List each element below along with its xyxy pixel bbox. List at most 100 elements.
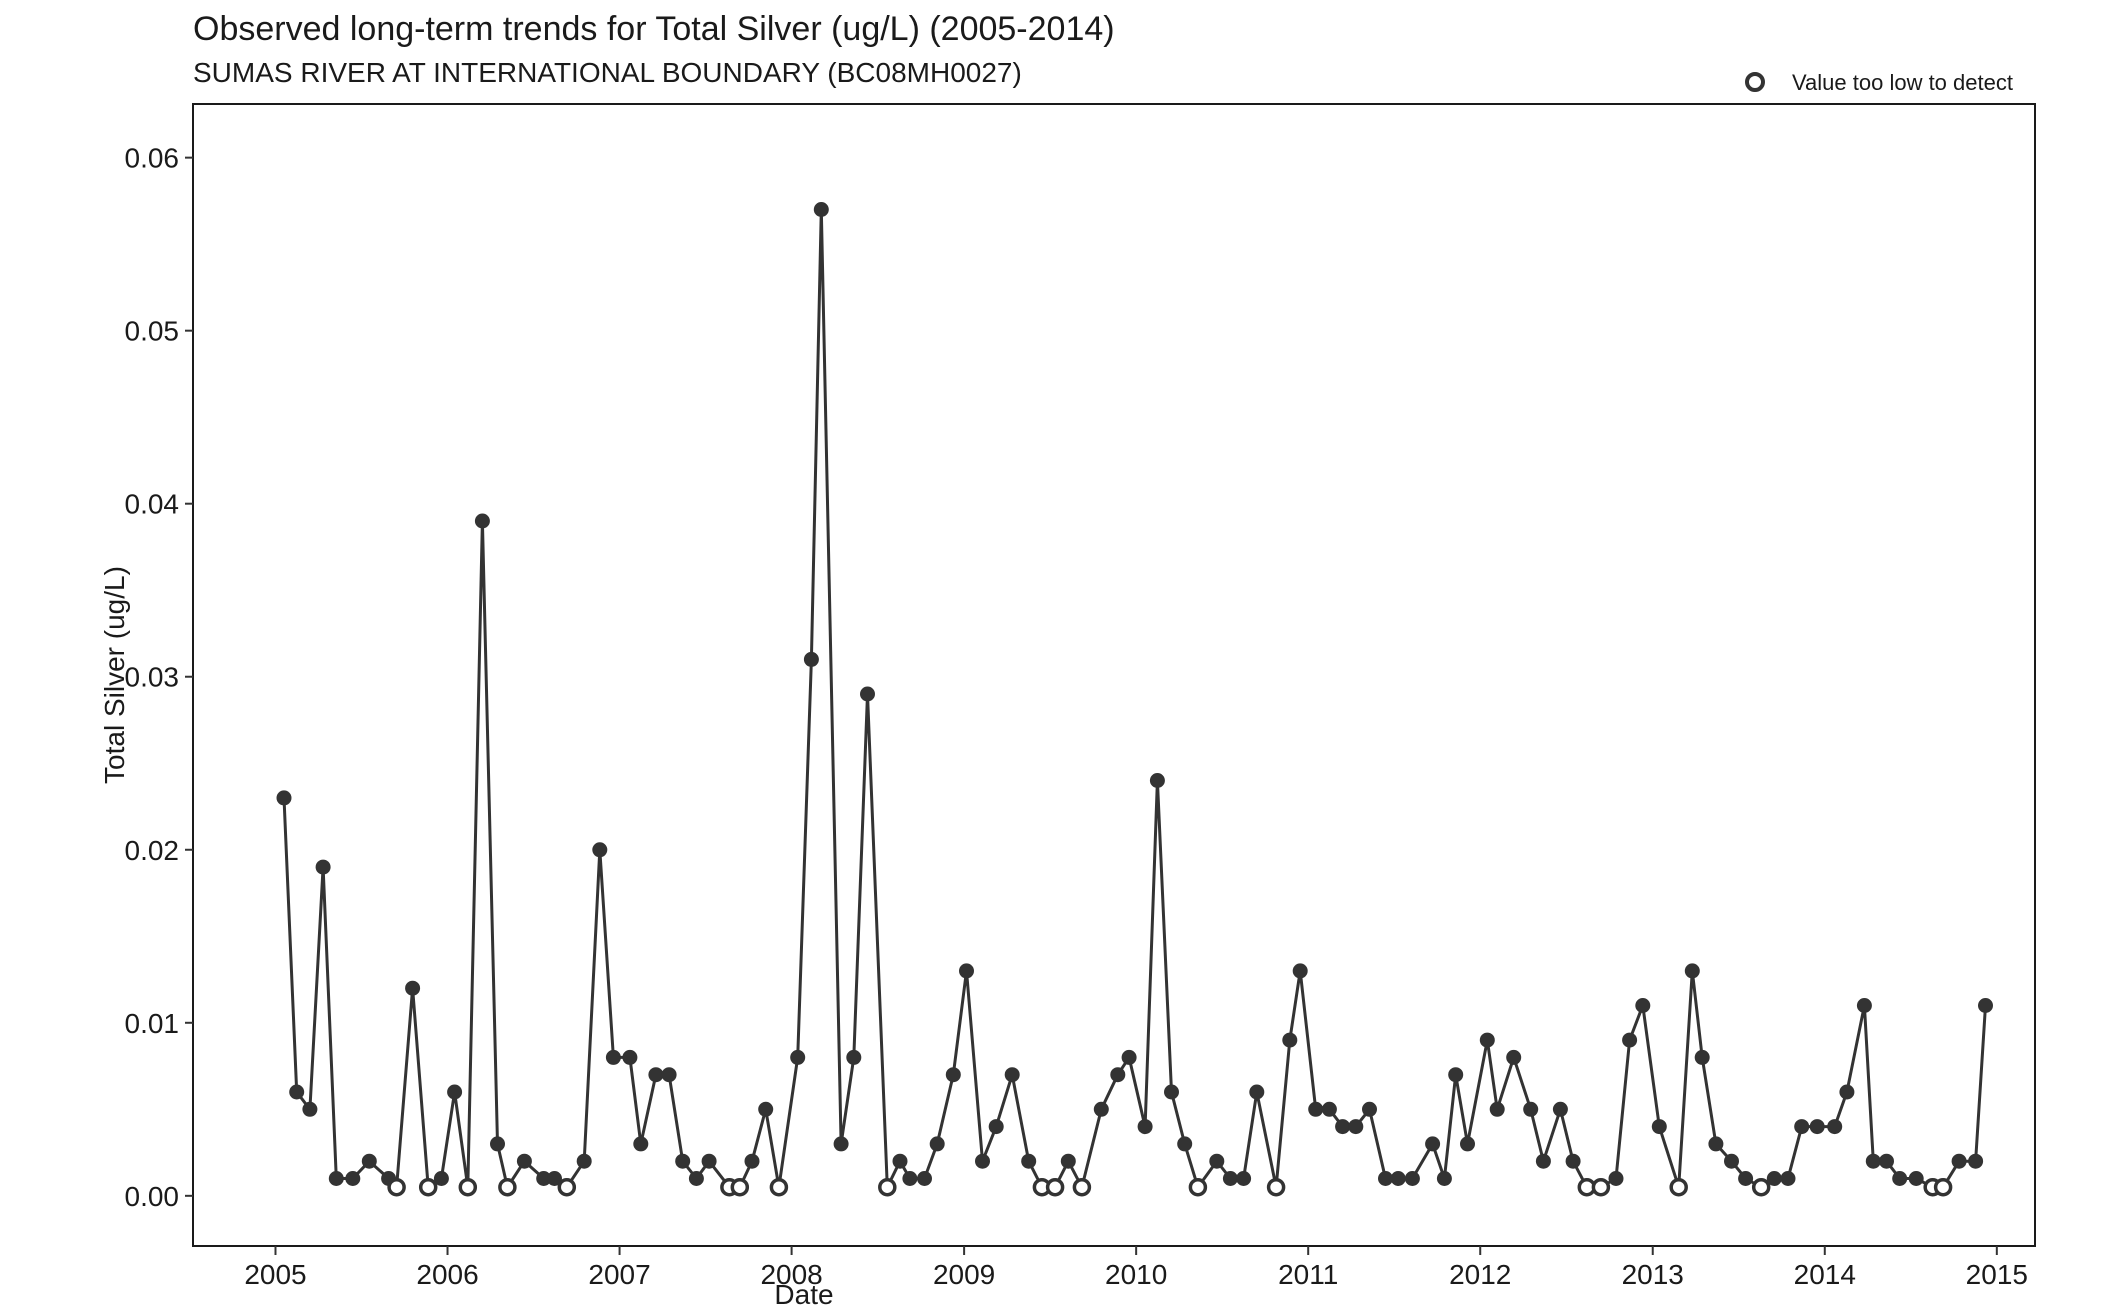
x-tick-label: 2010: [1105, 1259, 1167, 1290]
data-point: [516, 1153, 532, 1169]
data-point: [547, 1171, 562, 1186]
chart-title: Observed long-term trends for Total Silv…: [193, 10, 1115, 48]
data-point-below-detection: [1669, 1177, 1688, 1197]
data-point: [1892, 1171, 1908, 1186]
x-tick-label: 2013: [1622, 1259, 1684, 1290]
data-point: [1856, 998, 1872, 1013]
data-point-below-detection: [730, 1177, 750, 1197]
data-point-below-detection: [498, 1177, 517, 1197]
data-point: [1879, 1153, 1894, 1169]
data-point: [1951, 1153, 1967, 1169]
data-point: [1093, 1101, 1109, 1117]
data-point: [605, 1049, 621, 1065]
data-point: [1708, 1136, 1724, 1152]
data-point: [1425, 1136, 1441, 1152]
y-tick-label: 0.04: [125, 489, 180, 520]
x-tick-label: 2015: [1966, 1259, 2028, 1290]
legend: Value too low to detect: [1745, 70, 2013, 95]
data-point: [1684, 963, 1700, 979]
data-point: [1321, 1101, 1337, 1117]
data-point: [1249, 1084, 1265, 1100]
y-tick-label: 0.00: [125, 1181, 180, 1212]
data-point: [833, 1136, 849, 1152]
data-point: [576, 1153, 592, 1169]
y-tick-label: 0.01: [125, 1008, 180, 1039]
data-point: [1694, 1049, 1710, 1065]
data-point-below-detection: [1751, 1177, 1771, 1197]
y-axis-title: Total Silver (ug/L): [99, 566, 130, 784]
data-point: [361, 1153, 377, 1169]
data-point: [1149, 773, 1165, 788]
data-point: [1348, 1119, 1364, 1135]
data-point: [1308, 1101, 1324, 1117]
data-point: [1222, 1171, 1238, 1186]
data-point-below-detection: [557, 1177, 577, 1197]
data-point: [1177, 1136, 1193, 1152]
data-point: [447, 1084, 463, 1100]
data-point: [959, 963, 974, 979]
data-point: [302, 1101, 318, 1117]
x-tick-label: 2014: [1794, 1259, 1856, 1290]
data-point: [1110, 1067, 1126, 1083]
data-point: [975, 1153, 990, 1169]
data-point-below-detection: [1045, 1177, 1065, 1197]
data-point: [929, 1136, 945, 1152]
data-point-below-detection: [1933, 1177, 1953, 1197]
legend-open-circle-icon: [1745, 72, 1765, 92]
data-point: [1137, 1119, 1153, 1135]
data-point: [1164, 1084, 1179, 1100]
data-point: [1865, 1153, 1881, 1169]
data-point: [701, 1153, 717, 1169]
data-point: [846, 1049, 862, 1065]
data-point: [1535, 1153, 1551, 1169]
data-point: [1827, 1119, 1843, 1135]
data-point: [1236, 1171, 1252, 1186]
data-point: [1738, 1171, 1754, 1186]
data-point: [1448, 1067, 1464, 1083]
data-point: [1622, 1032, 1638, 1048]
x-tick-label: 2006: [416, 1259, 478, 1290]
data-point-below-detection: [878, 1177, 897, 1197]
data-point: [1523, 1101, 1539, 1117]
data-point: [1121, 1049, 1137, 1065]
data-point-below-detection: [1266, 1177, 1286, 1197]
x-tick-label: 2012: [1449, 1259, 1511, 1290]
plot-panel: [192, 103, 2036, 1247]
data-point: [328, 1171, 344, 1186]
data-point: [1565, 1153, 1581, 1169]
data-point-below-detection: [769, 1177, 789, 1197]
data-point-below-detection: [418, 1177, 438, 1197]
data-point-below-detection: [1072, 1177, 1092, 1197]
data-point: [1651, 1119, 1667, 1135]
data-point: [1780, 1171, 1796, 1186]
x-axis: 2005 2006 2007 2008 2009 2010 2011 2012 2013 2014…: [193, 1245, 2035, 1290]
data-point: [1404, 1171, 1420, 1186]
data-point: [648, 1067, 664, 1083]
x-tick-label: 2008: [760, 1259, 822, 1290]
data-point: [1968, 1153, 1984, 1169]
x-tick-label: 2011: [1278, 1259, 1338, 1290]
data-point: [345, 1171, 361, 1186]
data-point: [902, 1171, 918, 1186]
legend-label: Value too low to detect: [1792, 70, 2013, 95]
data-point: [1436, 1171, 1452, 1186]
data-point: [1608, 1171, 1624, 1186]
data-point: [688, 1171, 704, 1186]
x-axis-title: Date: [774, 1279, 833, 1309]
data-point: [1209, 1153, 1225, 1169]
data-point: [661, 1067, 677, 1083]
data-point: [744, 1153, 760, 1169]
data-point: [1390, 1171, 1406, 1186]
data-point: [917, 1171, 932, 1186]
data-point-below-detection: [387, 1177, 406, 1197]
chart-subtitle: SUMAS RIVER AT INTERNATIONAL BOUNDARY (B…: [193, 57, 1022, 88]
x-tick-label: 2005: [244, 1259, 306, 1290]
data-point: [1021, 1153, 1037, 1169]
data-point: [1794, 1119, 1810, 1135]
data-point: [1724, 1153, 1739, 1169]
data-point: [1766, 1171, 1782, 1186]
data-point: [592, 842, 608, 858]
data-point: [405, 980, 421, 996]
data-point: [1004, 1067, 1020, 1083]
